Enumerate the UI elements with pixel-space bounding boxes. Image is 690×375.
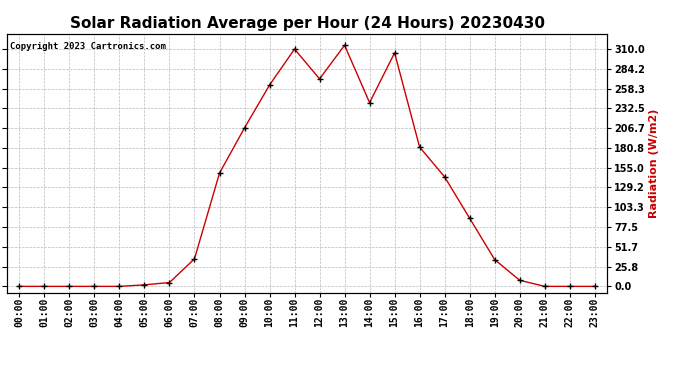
Text: Copyright 2023 Cartronics.com: Copyright 2023 Cartronics.com — [10, 42, 166, 51]
Y-axis label: Radiation (W/m2): Radiation (W/m2) — [649, 108, 660, 218]
Title: Solar Radiation Average per Hour (24 Hours) 20230430: Solar Radiation Average per Hour (24 Hou… — [70, 16, 544, 31]
